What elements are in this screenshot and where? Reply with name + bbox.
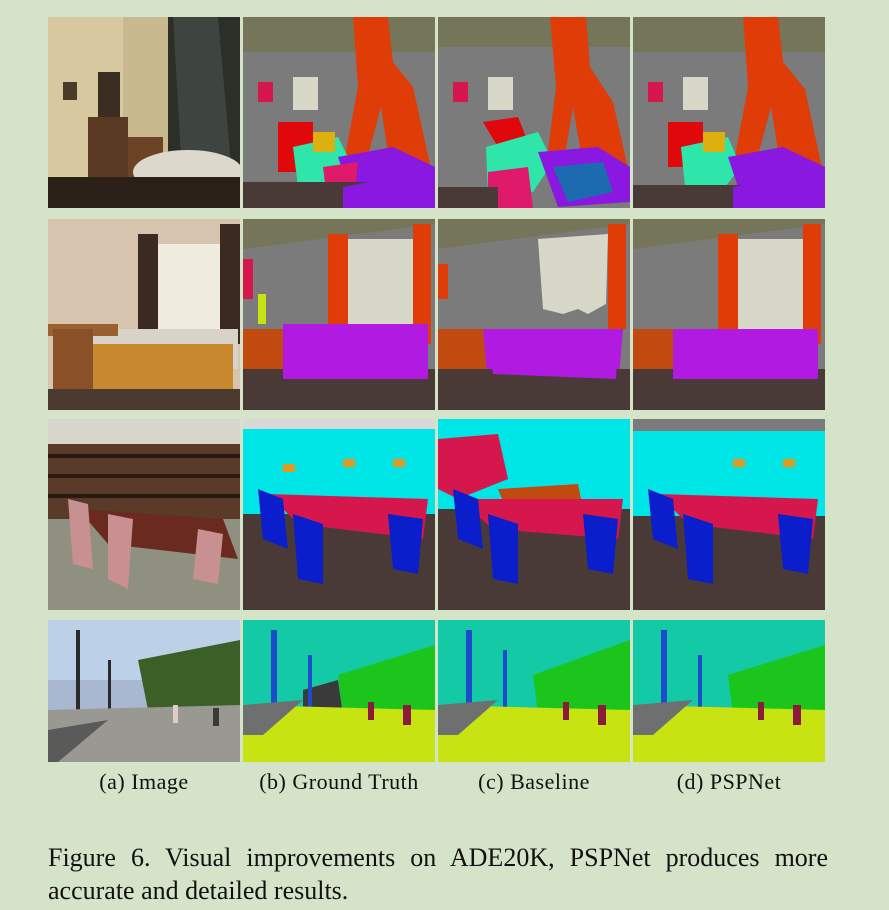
baseline-street	[438, 620, 630, 762]
pspnet-street	[633, 620, 825, 762]
photo-conference-room	[48, 419, 240, 610]
pspnet-bathroom	[633, 17, 825, 208]
photo-street	[48, 620, 240, 762]
ground-truth-conference-room	[243, 419, 435, 610]
ground-truth-bedroom	[243, 219, 435, 410]
pspnet-bedroom	[633, 219, 825, 410]
photo-bathroom	[48, 17, 240, 208]
baseline-bedroom	[438, 219, 630, 410]
column-label-ground-truth: (b) Ground Truth	[259, 769, 419, 794]
pspnet-conference-room	[633, 419, 825, 610]
ground-truth-bathroom	[243, 17, 435, 208]
column-label-pspnet: (d) PSPNet	[676, 769, 782, 794]
photo-bedroom	[48, 219, 240, 410]
baseline-bathroom	[438, 17, 630, 208]
ground-truth-street	[243, 620, 435, 762]
column-label-image: (a) Image	[99, 769, 189, 794]
figure-caption: Figure 6. Visual improvements on ADE20K,…	[48, 843, 828, 905]
baseline-conference-room	[438, 419, 630, 610]
column-label-baseline: (c) Baseline	[478, 769, 590, 794]
